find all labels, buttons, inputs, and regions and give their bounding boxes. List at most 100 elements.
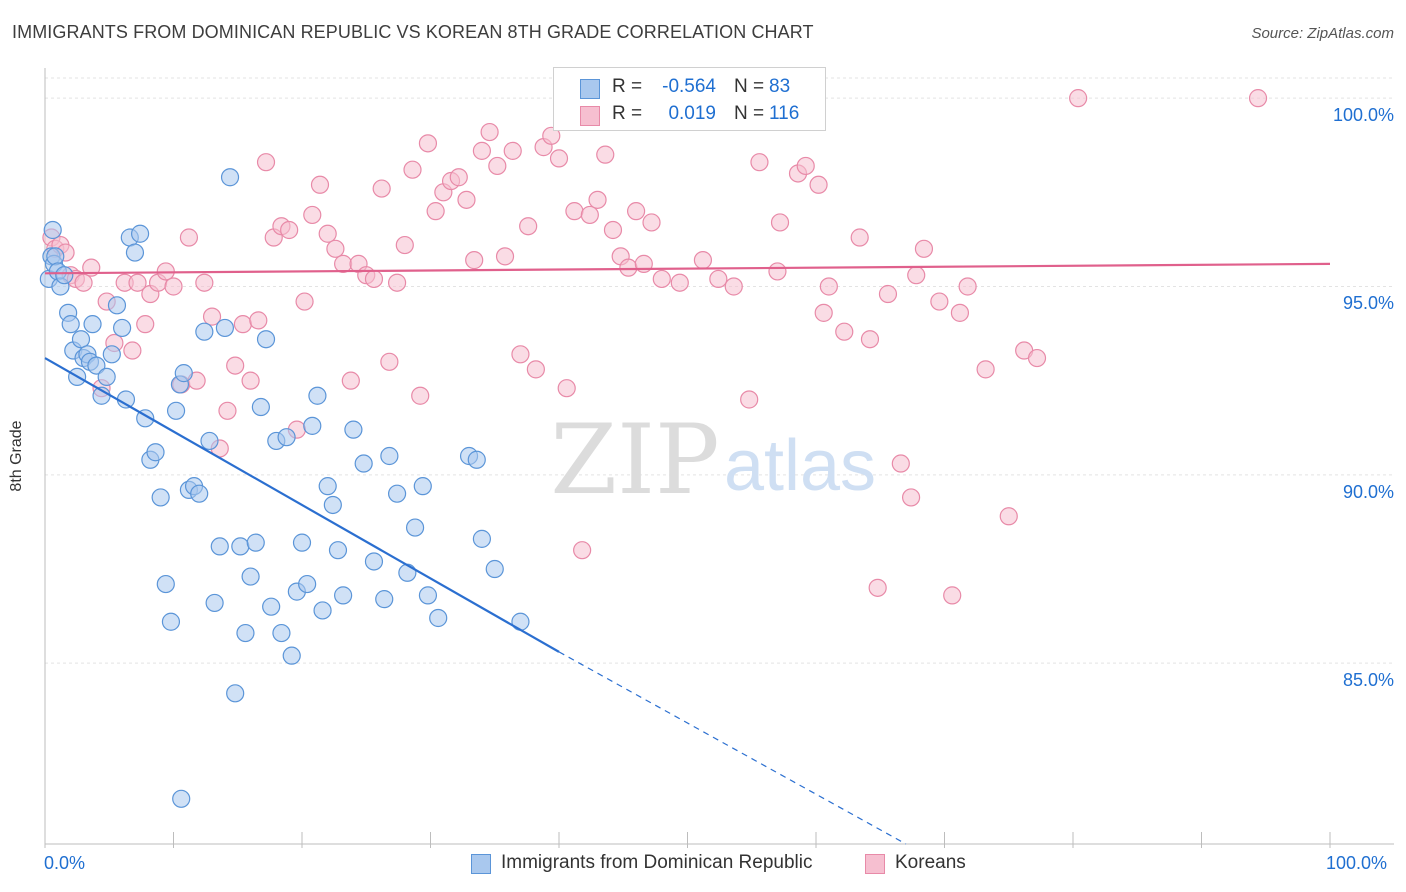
data-point (549, 149, 569, 168)
trend-lines (44, 262, 1331, 845)
legend-n-label: N = (734, 76, 765, 97)
data-point (395, 235, 414, 255)
data-point (226, 684, 245, 703)
legend-label-dominican: Immigrants from Dominican Republic (501, 852, 813, 873)
data-point (241, 371, 260, 390)
data-point (172, 789, 191, 808)
data-point (231, 537, 250, 556)
watermark-zip: ZIP (550, 404, 719, 516)
y-tick-label: 95.0% (1342, 293, 1394, 314)
data-point (295, 292, 314, 311)
data-point (472, 141, 491, 160)
data-point (418, 586, 438, 605)
data-point (901, 488, 921, 507)
data-point (318, 224, 337, 243)
data-point (426, 202, 445, 221)
data-point (190, 484, 209, 503)
data-point (472, 529, 491, 548)
data-point (588, 190, 607, 209)
data-point (156, 574, 175, 594)
data-point (976, 360, 995, 379)
data-point (123, 341, 142, 360)
data-point (195, 322, 214, 341)
data-point (125, 243, 145, 262)
data-point (364, 269, 384, 289)
legend-r-value: 0.019 (668, 103, 716, 124)
data-point (943, 586, 962, 605)
data-point (465, 251, 484, 270)
data-point (277, 428, 296, 447)
data-point (328, 541, 348, 560)
data-point (364, 552, 384, 571)
data-point (457, 190, 476, 209)
legend-label-koreans: Koreans (895, 852, 966, 873)
data-point (768, 262, 787, 281)
data-point (46, 247, 65, 266)
data-point (891, 454, 910, 473)
x-tick-label-right: 100.0% (1326, 853, 1388, 873)
data-point (102, 345, 121, 364)
data-point (97, 367, 116, 386)
y-tick-label: 90.0% (1342, 481, 1394, 502)
data-point (272, 623, 291, 643)
trend-line-dominican (44, 357, 560, 653)
data-point (83, 315, 102, 334)
legend-swatch-pink (865, 854, 885, 874)
data-point (220, 168, 240, 187)
data-point (467, 450, 486, 469)
data-point (503, 141, 522, 160)
data-point (907, 266, 926, 285)
data-point (418, 134, 438, 153)
data-point (87, 356, 106, 375)
data-point (334, 586, 353, 605)
data-point (202, 307, 222, 326)
data-point (596, 145, 615, 164)
data-point (136, 315, 155, 334)
data-point (334, 254, 353, 273)
data-point (405, 518, 425, 537)
data-point (526, 360, 545, 379)
data-point (326, 239, 345, 258)
data-point (878, 284, 898, 304)
data-point (166, 401, 186, 420)
data-point (796, 156, 815, 176)
data-point (724, 277, 743, 296)
data-point (740, 390, 759, 409)
data-point (519, 217, 538, 236)
data-point (573, 541, 592, 560)
data-point (1027, 348, 1047, 368)
correlation-legend: R = -0.564 N = 83 R = 0.019 N = 116 (553, 67, 826, 131)
chart-title: IMMIGRANTS FROM DOMINICAN REPUBLIC VS KO… (12, 22, 814, 42)
axes (44, 68, 1394, 848)
data-point (850, 228, 869, 247)
data-point (151, 488, 170, 507)
data-point (999, 507, 1018, 526)
data-point (318, 477, 337, 496)
data-point (652, 269, 671, 289)
data-point (226, 356, 245, 375)
legend-n-label: N = (734, 103, 765, 124)
legend-swatch-pink (580, 106, 600, 126)
data-point (251, 397, 270, 417)
data-point (449, 168, 468, 187)
data-point (750, 153, 769, 172)
data-point (1069, 89, 1088, 108)
trend-line-koreans (44, 262, 1331, 275)
data-point (542, 126, 561, 145)
data-point (310, 175, 330, 194)
data-point (380, 446, 399, 466)
legend-row-koreans: R = 0.019 N = 116 (554, 101, 825, 129)
data-point (958, 277, 977, 296)
data-point (930, 292, 949, 311)
data-point (215, 318, 234, 338)
series-koreans-points (42, 89, 1268, 605)
legend-r-value: -0.564 (662, 76, 716, 97)
data-point (809, 175, 828, 194)
data-point (411, 386, 430, 405)
data-point (511, 345, 530, 364)
data-point (398, 563, 417, 582)
data-point (128, 273, 147, 292)
data-point (387, 484, 407, 503)
data-point (71, 330, 91, 349)
legend-n-value: 116 (769, 103, 800, 124)
